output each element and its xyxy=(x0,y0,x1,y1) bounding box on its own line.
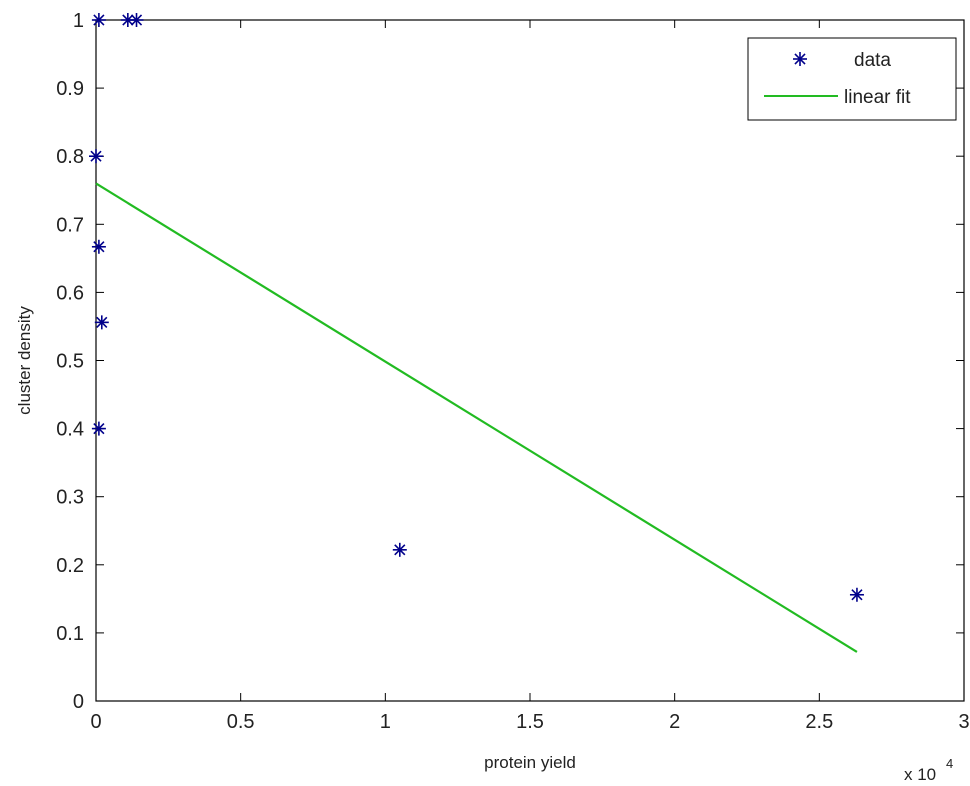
y-tick-label: 0.8 xyxy=(56,146,84,168)
legend-star xyxy=(793,52,807,66)
x-axis-label: protein yield xyxy=(484,753,576,772)
legend-entry-linear-fit: linear fit xyxy=(764,87,911,108)
legend-label-linear-fit: linear fit xyxy=(844,87,911,108)
plot-area xyxy=(95,19,965,702)
y-tick-label: 0 xyxy=(73,691,84,713)
legend-entry-data: data xyxy=(793,50,891,71)
y-tick-label: 1 xyxy=(73,10,84,32)
y-tick-label: 0.9 xyxy=(56,78,84,100)
y-tick-label: 0.3 xyxy=(56,487,84,509)
legend-box xyxy=(747,37,957,121)
x-tick-label: 1 xyxy=(380,711,391,733)
linear-fit-layer xyxy=(95,182,858,653)
data-point xyxy=(89,149,103,164)
x-tick-label: 0.5 xyxy=(227,711,255,733)
x-multiplier-base: x 10 xyxy=(904,765,936,784)
y-tick-label: 0.7 xyxy=(56,214,84,236)
legend-asterisk-marker xyxy=(793,52,807,66)
data-point xyxy=(91,239,106,254)
tick-labels: 0 0.5 1 1.5 2 2.5 3 0 0.1 0.2 0.3 0.4 0.5 0.6 0.7 0.8 0.… xyxy=(56,10,969,733)
data-point xyxy=(129,13,144,27)
y-tick-label: 0.1 xyxy=(56,623,84,645)
data-point xyxy=(91,13,106,27)
data-point xyxy=(392,542,407,557)
data-point xyxy=(849,587,864,602)
y-axis-label: cluster density xyxy=(15,306,34,415)
data-point xyxy=(91,421,106,436)
y-tick-label: 0.2 xyxy=(56,555,84,577)
data-points-layer xyxy=(89,13,864,602)
x-multiplier-exponent: 4 xyxy=(946,756,953,771)
y-tick-label: 0.4 xyxy=(56,419,84,441)
y-tick-label: 0.5 xyxy=(56,351,84,373)
y-tick-label: 0.6 xyxy=(56,282,84,304)
x-tick-label: 2 xyxy=(669,711,680,733)
legend: data linear fit xyxy=(747,37,957,121)
x-tick-label: 3 xyxy=(958,711,969,733)
data-point xyxy=(94,315,109,330)
x-tick-label: 1.5 xyxy=(516,711,544,733)
legend-label-data: data xyxy=(854,50,891,71)
linear-fit-line xyxy=(95,182,858,653)
x-tick-label: 0 xyxy=(90,711,101,733)
x-axis-multiplier: x 10 4 xyxy=(904,756,953,784)
x-tick-label: 2.5 xyxy=(805,711,833,733)
